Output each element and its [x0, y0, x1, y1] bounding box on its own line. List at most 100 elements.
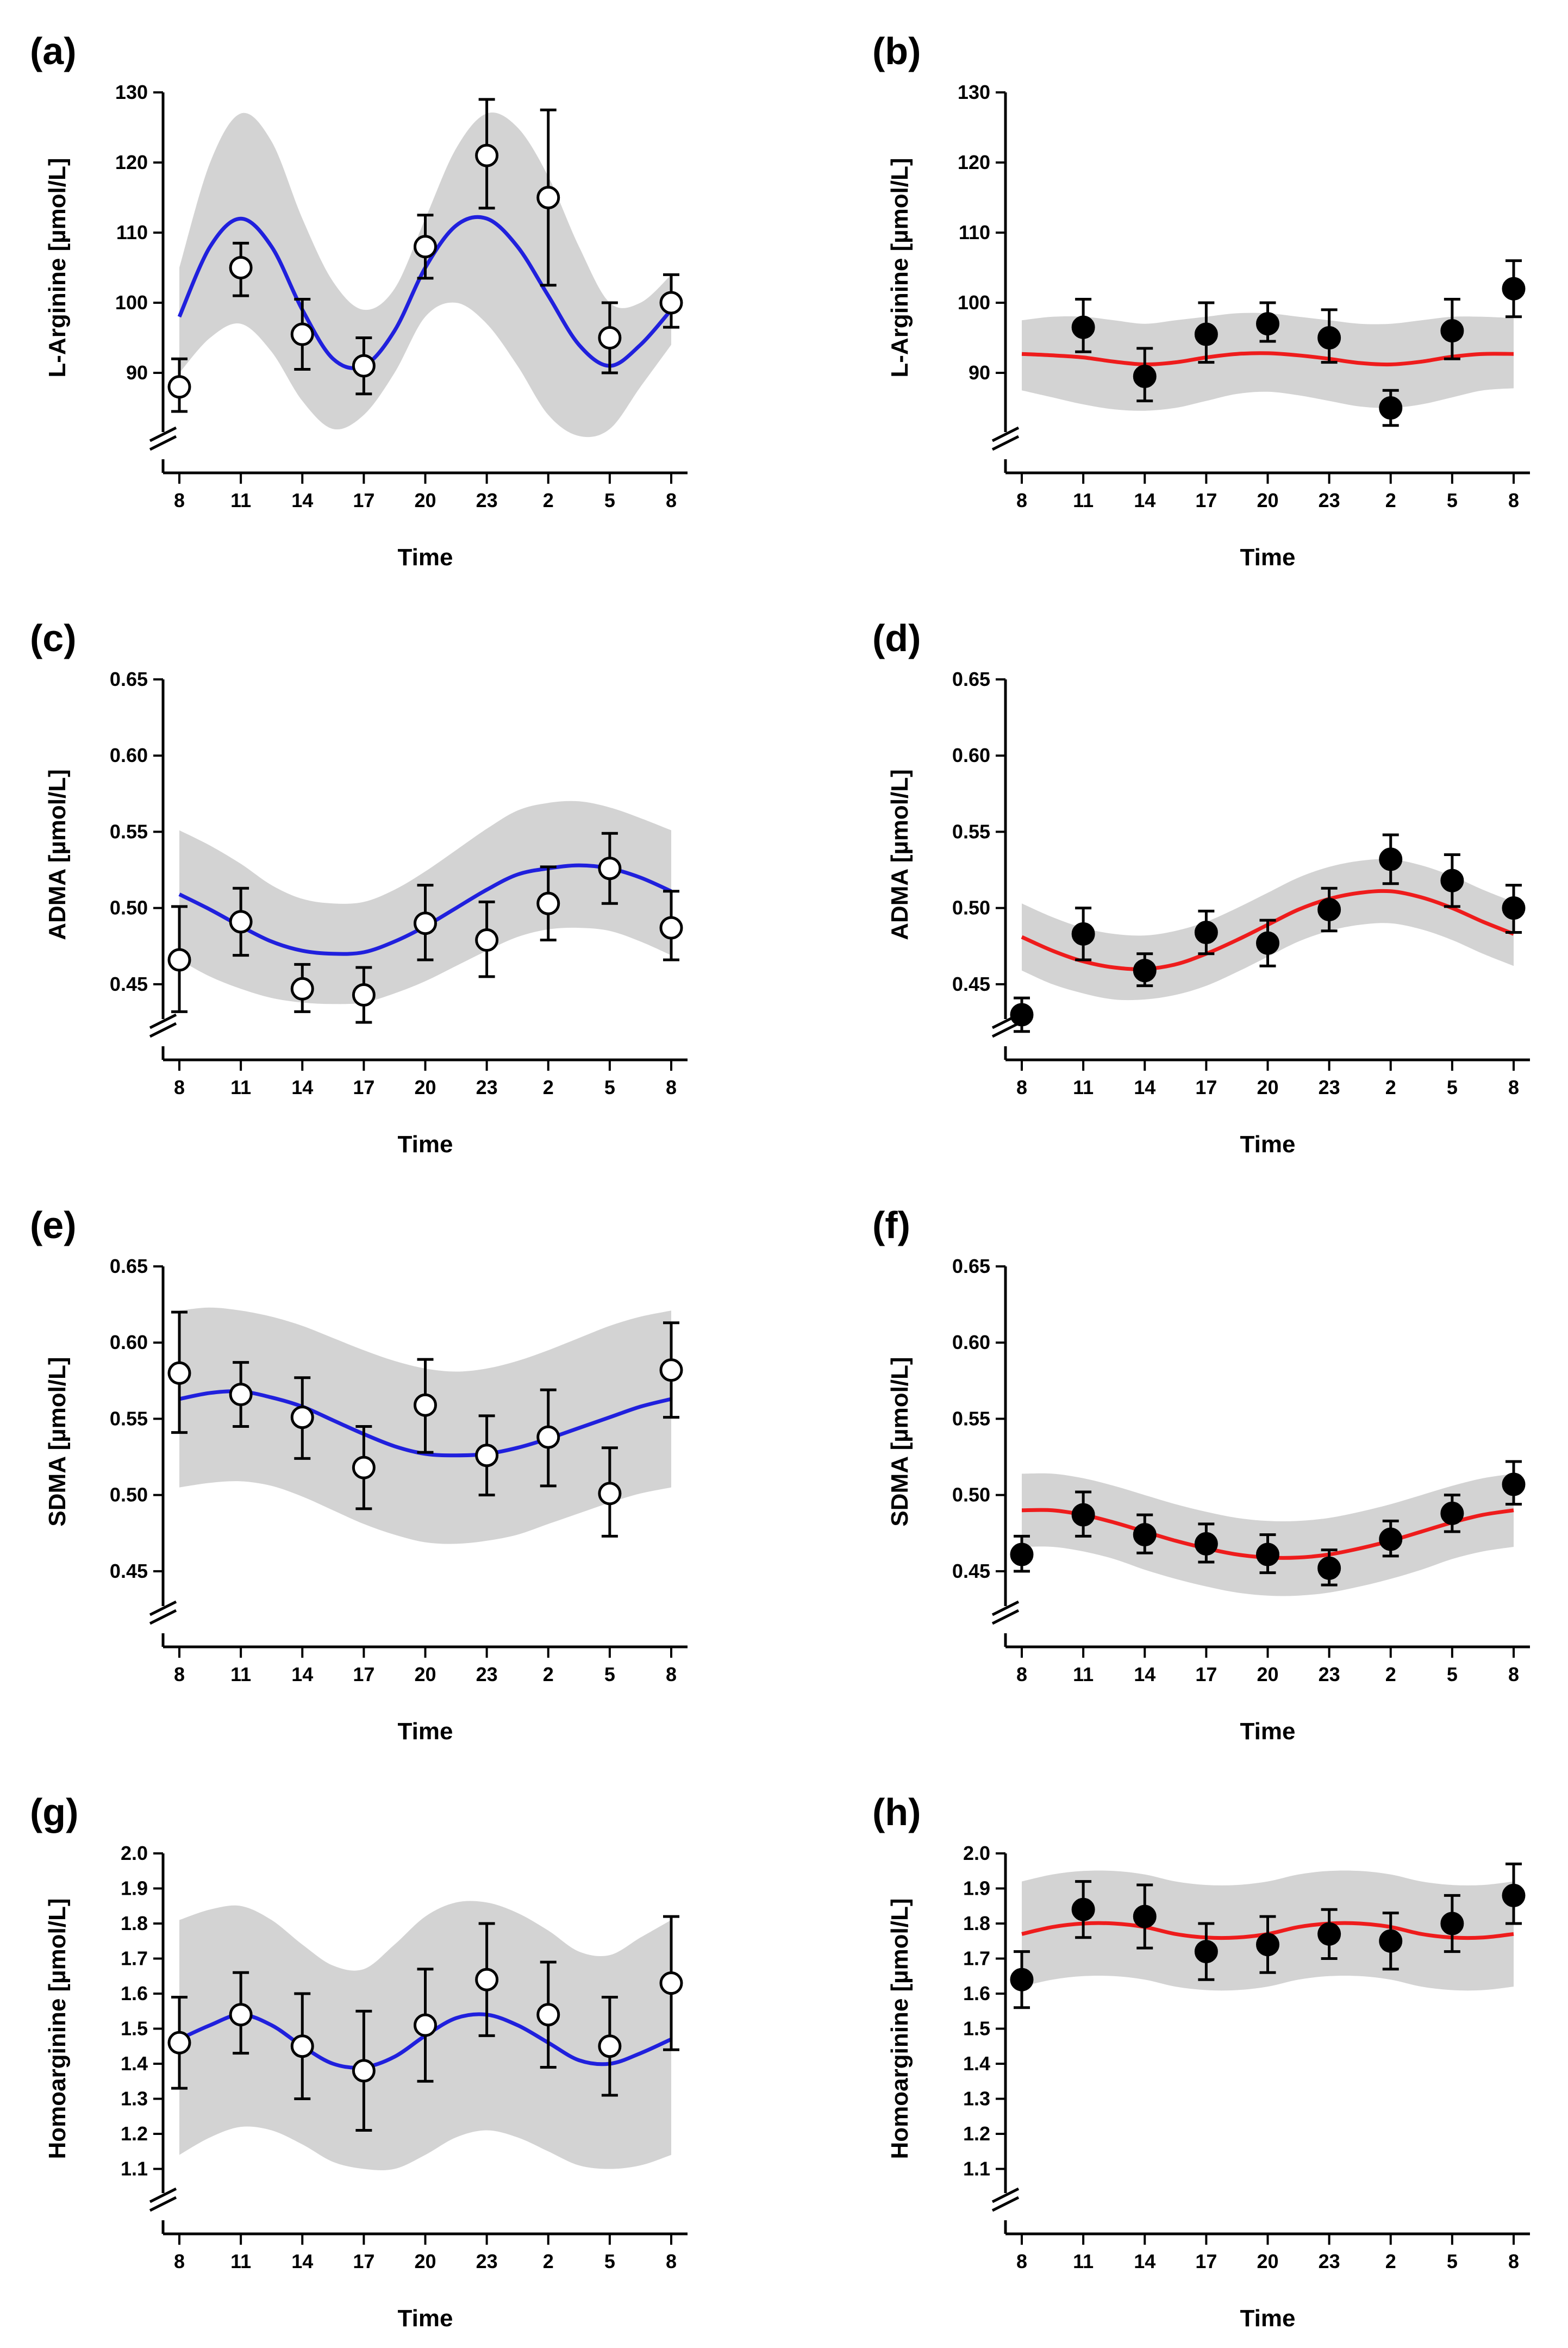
y-tick-label: 0.65: [110, 668, 148, 690]
x-tick-label: 14: [291, 2250, 313, 2272]
data-point: [414, 911, 437, 935]
y-tick-label: 1.8: [121, 1912, 148, 1934]
data-point: [352, 983, 376, 1007]
data-point: [659, 916, 683, 940]
x-tick-label: 5: [604, 1663, 615, 1685]
data-point: [598, 1482, 622, 1506]
panel-label: (a): [30, 30, 77, 72]
data-point: [1010, 1543, 1034, 1566]
y-axis-title: ADMA [µmol/L]: [44, 769, 71, 940]
x-tick-label: 20: [1257, 1663, 1278, 1685]
data-point: [1194, 322, 1218, 346]
x-tick-label: 8: [1508, 1663, 1519, 1685]
data-point: [229, 910, 253, 934]
x-tick-label: 8: [1508, 489, 1519, 511]
chart-svg: 0.45 0.50 0.55 0.60 0.65 8 11 14 17 20 23 2 5 8 Time SD…: [30, 1204, 688, 1745]
data-point: [1440, 869, 1464, 892]
x-tick-label: 2: [543, 2250, 554, 2272]
panel-label: (g): [30, 1791, 78, 1833]
data-point: [1010, 1968, 1034, 1991]
panel-label: (b): [872, 30, 921, 72]
data-point: [414, 1393, 437, 1417]
x-tick-label: 11: [1073, 2250, 1094, 2272]
x-axis-title: Time: [1240, 1718, 1296, 1745]
y-tick-label: 0.45: [110, 973, 148, 995]
y-tick-label: 90: [126, 361, 148, 384]
x-tick-label: 14: [291, 489, 313, 511]
chart-svg: 0.45 0.50 0.55 0.60 0.65 8 11 14 17 20 23 2 5 8 Time SD…: [872, 1204, 1530, 1745]
y-tick-label: 120: [115, 151, 148, 173]
x-tick-label: 17: [1195, 2250, 1217, 2272]
data-point: [1010, 1003, 1034, 1027]
x-tick-label: 20: [1257, 1076, 1278, 1098]
x-tick-label: 8: [174, 489, 185, 511]
data-point: [1256, 1543, 1279, 1566]
data-point: [167, 375, 191, 399]
y-tick-label: 0.65: [952, 668, 990, 690]
y-axis-title: L-Arginine [µmol/L]: [886, 158, 913, 377]
x-tick-label: 11: [230, 1663, 251, 1685]
data-point: [1133, 1523, 1157, 1547]
x-tick-label: 8: [1508, 2250, 1519, 2272]
axis-break-mark: [149, 2196, 177, 2212]
panel-label: (f): [872, 1204, 910, 1246]
chart-svg: 0.45 0.50 0.55 0.60 0.65 8 11 14 17 20 23 2 5 8 Time AD…: [872, 617, 1530, 1158]
x-tick-label: 20: [414, 2250, 436, 2272]
data-point: [475, 143, 499, 167]
y-tick-label: 0.55: [952, 1407, 990, 1429]
x-tick-label: 2: [1385, 2250, 1396, 2272]
data-point: [1317, 326, 1341, 349]
x-tick-label: 8: [666, 2250, 677, 2272]
x-tick-label: 17: [353, 1076, 374, 1098]
x-tick-label: 20: [414, 1076, 436, 1098]
y-axis-title: SDMA [µmol/L]: [886, 1357, 913, 1526]
axis-break-mark: [149, 1013, 177, 1029]
chart-panel-f: 0.45 0.50 0.55 0.60 0.65 8 11 14 17 20 23 2 5 8 Time SD…: [842, 1174, 1568, 1761]
y-axis-title: ADMA [µmol/L]: [886, 769, 913, 940]
data-point: [1317, 1556, 1341, 1580]
data-point: [475, 1968, 499, 1991]
data-point: [1133, 959, 1157, 983]
chart-svg: 0.45 0.50 0.55 0.60 0.65 8 11 14 17 20 23 2 5 8 Time AD…: [30, 617, 688, 1158]
x-tick-label: 8: [1016, 489, 1027, 511]
x-tick-label: 20: [1257, 2250, 1278, 2272]
data-point: [1194, 1532, 1218, 1556]
x-axis-title: Time: [398, 1131, 453, 1158]
data-point: [352, 354, 376, 378]
axis-break-mark: [991, 426, 1020, 442]
x-tick-label: 23: [1319, 489, 1340, 511]
y-tick-label: 0.45: [952, 973, 990, 995]
data-point: [1317, 897, 1341, 921]
x-tick-label: 2: [1385, 1663, 1396, 1685]
y-tick-label: 0.60: [110, 1331, 148, 1353]
x-tick-label: 20: [414, 489, 436, 511]
x-tick-label: 11: [1073, 1076, 1094, 1098]
x-axis-title: Time: [398, 2305, 453, 2332]
data-point: [598, 857, 622, 880]
x-tick-label: 2: [1385, 489, 1396, 511]
x-tick-label: 17: [353, 489, 374, 511]
x-tick-label: 23: [1319, 1076, 1340, 1098]
x-tick-label: 5: [604, 2250, 615, 2272]
data-point: [290, 1406, 314, 1429]
y-tick-label: 0.50: [110, 897, 148, 919]
y-tick-label: 1.5: [963, 2018, 990, 2040]
y-tick-label: 110: [116, 221, 148, 243]
x-tick-label: 23: [476, 1076, 498, 1098]
x-tick-label: 5: [604, 1076, 615, 1098]
x-tick-label: 14: [1134, 1663, 1155, 1685]
axis-break-mark: [149, 1022, 177, 1038]
y-tick-label: 0.55: [110, 1407, 148, 1429]
data-point: [352, 1456, 376, 1479]
x-axis-title: Time: [1240, 1131, 1296, 1158]
data-point: [1440, 1912, 1464, 1935]
data-point: [475, 928, 499, 952]
y-tick-label: 0.50: [110, 1484, 148, 1506]
data-point: [659, 291, 683, 315]
data-point: [1502, 1472, 1526, 1496]
data-point: [1317, 1922, 1341, 1946]
x-tick-label: 5: [1447, 1076, 1458, 1098]
y-axis-title: SDMA [µmol/L]: [44, 1357, 71, 1526]
chart-panel-d: 0.45 0.50 0.55 0.60 0.65 8 11 14 17 20 23 2 5 8 Time AD…: [842, 587, 1568, 1174]
x-tick-label: 20: [414, 1663, 436, 1685]
